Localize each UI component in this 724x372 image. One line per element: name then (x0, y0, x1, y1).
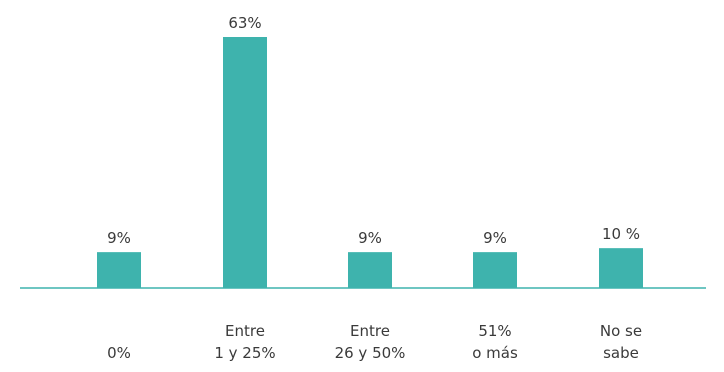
bars-layer (97, 37, 643, 288)
value-label-3: 9% (483, 229, 507, 247)
bar-4 (599, 248, 643, 288)
category-label-1-line-1: 1 y 25% (214, 344, 275, 362)
value-label-0: 9% (107, 229, 131, 247)
bar-3 (473, 252, 517, 288)
category-labels-layer: 0% Entre 1 y 25% Entre 26 y 50% 51% o más No se… (107, 322, 642, 362)
category-label-4-line-0: No se (600, 322, 642, 340)
value-label-4: 10 % (602, 225, 640, 243)
bar-2 (348, 252, 392, 288)
bar-1 (223, 37, 267, 288)
value-labels-layer: 9% 63% 9% 9% 10 % (107, 14, 640, 247)
category-label-2-line-0: Entre (350, 322, 390, 340)
category-label-4-line-1: sabe (603, 344, 639, 362)
category-label-1-line-0: Entre (225, 322, 265, 340)
bar-0 (97, 252, 141, 288)
category-label-3-line-0: 51% (478, 322, 511, 340)
value-label-2: 9% (358, 229, 382, 247)
category-label-0-line-0: 0% (107, 344, 131, 362)
value-label-1: 63% (228, 14, 261, 32)
category-label-3-line-1: o más (472, 344, 518, 362)
category-label-2-line-1: 26 y 50% (335, 344, 406, 362)
